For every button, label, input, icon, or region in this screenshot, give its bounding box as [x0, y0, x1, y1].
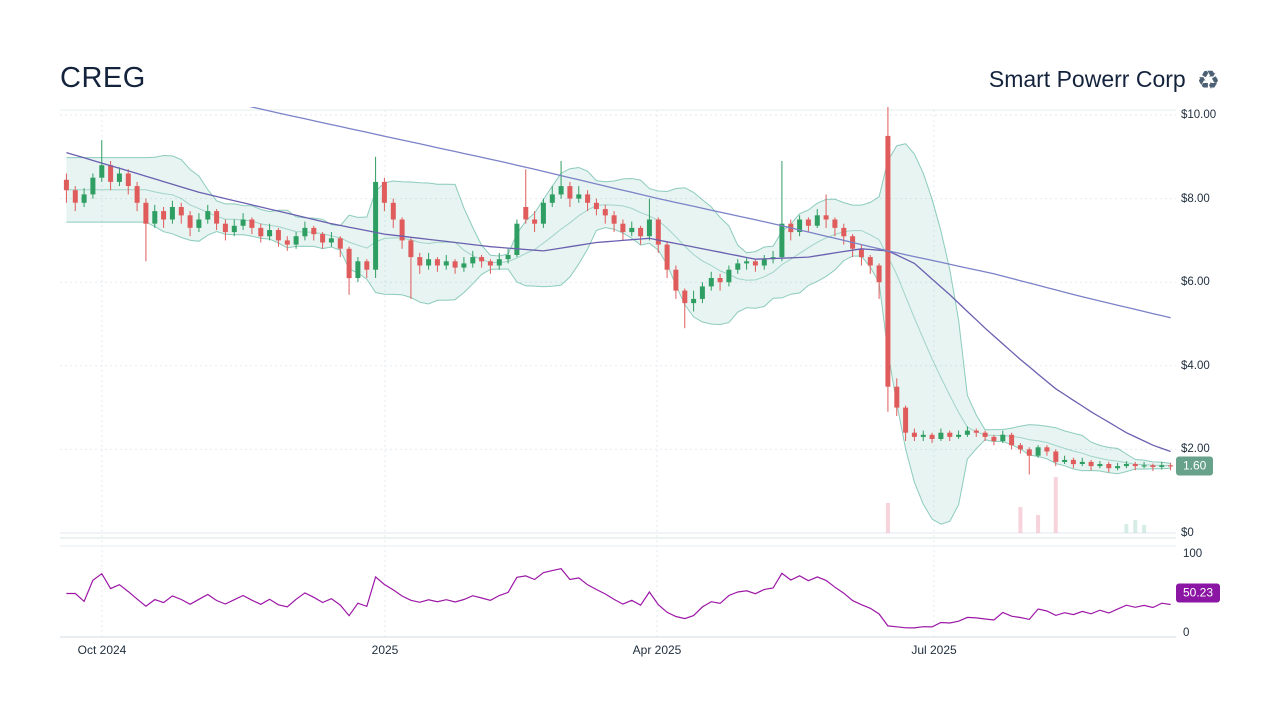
candlestick-series — [63, 107, 1174, 475]
gridlines — [60, 109, 1176, 638]
price-axis-label-10: $10.00 — [1181, 109, 1217, 121]
price-axis-label-2: $2.00 — [1181, 443, 1210, 455]
time-axis-label-2025: 2025 — [371, 643, 399, 657]
time-axis-label-apr2025: Apr 2025 — [632, 643, 682, 657]
price-axis-label-0: $0 — [1181, 527, 1194, 539]
rsi-axis-label-0: 0 — [1183, 627, 1190, 639]
time-axis-label-oct2024: Oct 2024 — [77, 643, 127, 657]
ticker-symbol: CREG — [60, 62, 146, 94]
recycle-icon: ♻ — [1196, 64, 1220, 95]
price-axis-label-6: $6.00 — [1181, 276, 1210, 288]
moving-averages — [66, 107, 1171, 453]
price-axis-label-8: $8.00 — [1181, 193, 1210, 205]
rsi-axis-label-100: 100 — [1183, 548, 1203, 560]
time-axis-label-jul2025: Jul 2025 — [911, 643, 957, 657]
rsi-line — [66, 568, 1171, 629]
last-price-badge: 1.60 — [1176, 456, 1214, 476]
volume-spikes — [885, 477, 1147, 533]
company-header: Smart Powerr Corp ♻ — [989, 66, 1220, 93]
rsi-value-badge: 50.23 — [1176, 583, 1221, 603]
company-name: Smart Powerr Corp — [988, 66, 1186, 92]
price-axis-label-4: $4.00 — [1181, 360, 1210, 372]
